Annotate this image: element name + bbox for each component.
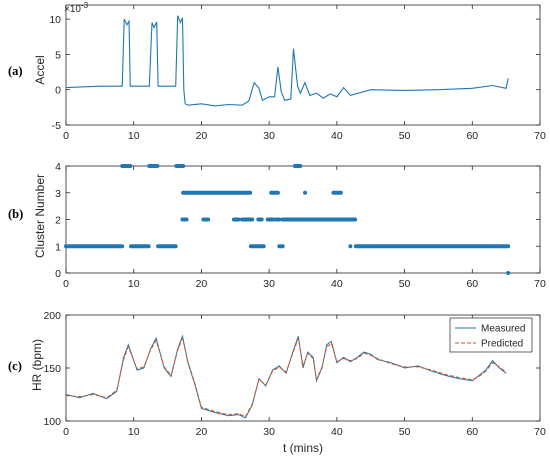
x-tick-label: 40 xyxy=(331,278,343,290)
x-tick-label: 0 xyxy=(63,278,69,290)
y-tick-label: 100 xyxy=(43,416,61,428)
x-tick-label: 10 xyxy=(128,278,140,290)
hr-series-predicted xyxy=(65,336,507,418)
y-tick-label: 10 xyxy=(49,14,61,26)
x-tick-label: 20 xyxy=(196,426,208,438)
x-tick-label: 0 xyxy=(63,130,69,142)
legend-box xyxy=(449,317,533,353)
y-tick-label: 2 xyxy=(55,215,61,227)
y-tick-label: -5 xyxy=(52,120,61,132)
panel-b-plot: 0 10 20 30 40 50 60 70 0 1 2 3 4 xyxy=(55,161,546,290)
cluster-point xyxy=(303,190,308,195)
x-tick-label: 20 xyxy=(196,130,208,142)
y-tick-label: 200 xyxy=(43,310,61,322)
x-tick-label: 50 xyxy=(399,130,411,142)
accel-exponent-power: -3 xyxy=(81,1,89,10)
x-tick-label: 40 xyxy=(331,426,343,438)
x-tick-label: 10 xyxy=(128,130,140,142)
x-tick-label: 10 xyxy=(128,426,140,438)
y-tick-label: 0 xyxy=(55,85,61,97)
y-tick-label: 1 xyxy=(55,241,61,253)
legend-measured-label: Measured xyxy=(481,324,525,335)
accel-ylabel: Accel xyxy=(33,55,47,84)
cluster-point xyxy=(348,244,353,249)
panel-c-label: (c) xyxy=(8,359,22,373)
axes-box xyxy=(65,4,541,126)
x-tick-label: 40 xyxy=(331,130,343,142)
x-tick-label: 20 xyxy=(196,278,208,290)
legend: Measured Predicted xyxy=(449,317,533,353)
accel-series-line xyxy=(65,15,509,107)
cluster-point xyxy=(506,271,511,275)
x-tick-label: 0 xyxy=(63,426,69,438)
y-tick-label: 0 xyxy=(55,268,61,280)
x-tick-label: 70 xyxy=(534,130,546,142)
panel-a-label: (a) xyxy=(8,64,23,78)
x-tick-label: 30 xyxy=(263,278,275,290)
y-tick-label: 3 xyxy=(55,188,61,200)
hr-series-measured xyxy=(65,334,507,419)
legend-predicted-label: Predicted xyxy=(481,339,523,350)
time-xlabel: t (mins) xyxy=(283,441,323,455)
accel-exponent: ×10-3 xyxy=(64,1,89,15)
x-tick-label: 50 xyxy=(399,278,411,290)
cluster-ylabel: Cluster Number xyxy=(33,174,47,258)
y-tick-label: 150 xyxy=(43,363,61,375)
x-tick-label: 70 xyxy=(534,426,546,438)
x-tick-label: 50 xyxy=(399,426,411,438)
x-tick-label: 70 xyxy=(534,278,546,290)
panel-b-label: (b) xyxy=(8,207,23,221)
x-tick-label: 60 xyxy=(466,278,478,290)
y-tick-label: 4 xyxy=(55,161,61,173)
x-tick-label: 60 xyxy=(466,426,478,438)
x-tick-label: 30 xyxy=(263,426,275,438)
panel-c-plot: 0 10 20 30 40 50 60 70 100 150 200 xyxy=(43,310,546,438)
accel-multiplier: ×10 xyxy=(64,4,81,15)
hr-ylabel: HR (bpm) xyxy=(30,339,44,391)
y-tick-label: 5 xyxy=(55,49,61,61)
x-tick-label: 60 xyxy=(466,130,478,142)
x-tick-label: 30 xyxy=(263,130,275,142)
